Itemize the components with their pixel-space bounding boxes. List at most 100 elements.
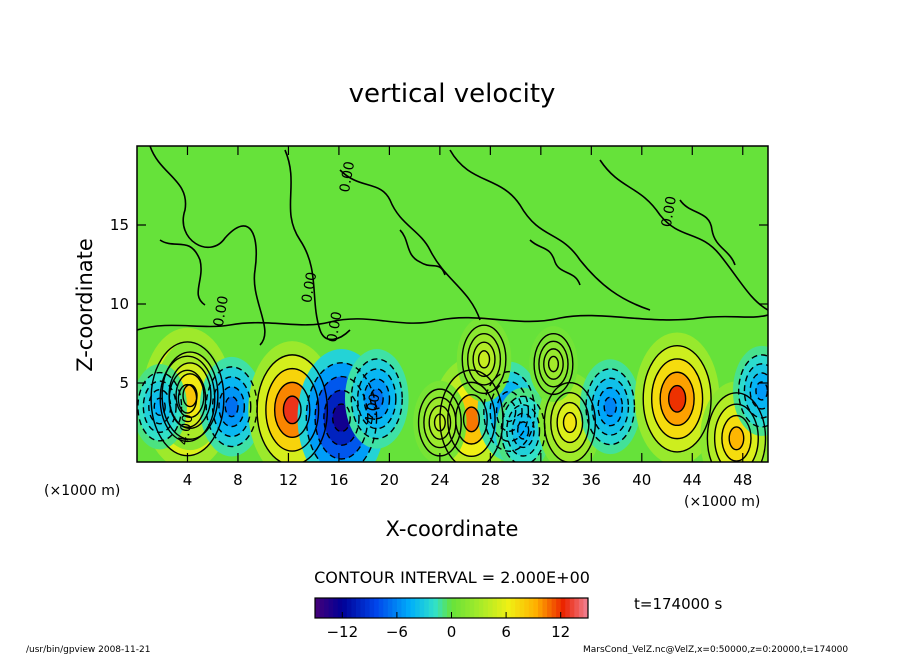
- cell-contour: [331, 403, 351, 433]
- cell-contour: [168, 362, 212, 430]
- colorbar-swatch: [360, 598, 366, 618]
- cell-contour: [218, 386, 246, 428]
- contour-label: 0.00: [659, 195, 680, 228]
- colorbar-swatch: [424, 598, 430, 618]
- colorbar-swatch: [560, 598, 566, 618]
- colorbar-swatch: [342, 598, 348, 618]
- x-axis-label: X-coordinate: [386, 517, 519, 541]
- cell-contour: [506, 404, 541, 457]
- cell-contour: [547, 355, 560, 373]
- colorbar-swatch: [446, 598, 452, 618]
- cell-contour: [728, 426, 745, 451]
- y-tick-label: 5: [119, 374, 129, 392]
- cell-contour: [556, 401, 584, 444]
- colorbar-swatch: [578, 598, 584, 618]
- cell-contour: [706, 392, 767, 462]
- colorbar-swatch: [392, 598, 398, 618]
- colorbar-swatch: [565, 598, 571, 618]
- contour-label: 4.00: [175, 413, 196, 446]
- colorbar-swatch: [437, 598, 443, 618]
- velocity-cell: [529, 326, 578, 402]
- colorbar-swatch: [351, 598, 357, 618]
- colorbar-swatch: [474, 598, 480, 618]
- velocity-cell: [199, 356, 264, 457]
- footer-right: MarsCond_VelZ.nc@VelZ,x=0:50000,z=0:2000…: [583, 645, 848, 654]
- contour-line: [149, 146, 266, 346]
- contour-line: [599, 159, 768, 311]
- cell-band: [225, 396, 239, 417]
- cell-contour: [182, 384, 198, 408]
- cell-band: [668, 385, 686, 413]
- cell-contour: [142, 380, 177, 433]
- cell-contour: [591, 377, 630, 436]
- cell-contour: [273, 381, 311, 439]
- colorbar-swatch: [519, 598, 525, 618]
- cell-contour: [603, 396, 618, 417]
- cell-contour: [585, 368, 636, 446]
- colorbar-swatch: [328, 598, 334, 618]
- colorbar-swatch: [478, 598, 484, 618]
- colorbar-swatch: [515, 598, 521, 618]
- cell-contour: [224, 396, 239, 418]
- colorbar-swatch: [415, 598, 421, 618]
- cell-contour: [433, 413, 446, 432]
- chart-title: vertical velocity: [349, 79, 556, 109]
- cell-contour: [650, 358, 704, 440]
- x-tick-label: 24: [430, 471, 449, 489]
- cell-contour: [749, 372, 768, 410]
- cell-contour: [461, 324, 507, 395]
- velocity-cell: [732, 345, 768, 436]
- x-tick-label: 4: [183, 471, 193, 489]
- colorbar-swatch: [410, 598, 416, 618]
- colorbar-swatch: [396, 598, 402, 618]
- contour-line: [159, 239, 206, 306]
- cell-contour: [543, 381, 597, 462]
- cell-contour: [737, 354, 768, 428]
- velocity-cell: [579, 359, 641, 455]
- cell-contour: [363, 378, 391, 420]
- y-axis-label: Z-coordinate: [73, 238, 97, 372]
- cell-band: [332, 404, 351, 432]
- contour-labels: 4.004.000.000.000.000.000.00: [175, 160, 680, 446]
- x-tick-label: 20: [380, 471, 399, 489]
- colorbar-swatch: [537, 598, 543, 618]
- colorbar-swatch: [469, 598, 475, 618]
- colorbar-swatch: [569, 598, 575, 618]
- x-tick-label: 28: [481, 471, 500, 489]
- contour-label: 0.00: [324, 310, 345, 343]
- cell-contour: [256, 354, 329, 462]
- y-axis: 5 10 15: [110, 216, 768, 392]
- cell-contour: [667, 384, 687, 413]
- colorbar-swatch: [374, 598, 380, 618]
- x-unit-left: (×1000 m): [44, 483, 120, 499]
- cell-contour: [477, 350, 491, 369]
- cell-band: [729, 426, 744, 450]
- colorbar-swatch: [574, 598, 580, 618]
- cell-contour: [314, 375, 369, 460]
- cell-contour: [447, 381, 496, 458]
- colorbar-tick-label: −12: [326, 623, 358, 641]
- x-tick-label: 40: [632, 471, 651, 489]
- cell-contour: [517, 421, 530, 440]
- colorbar-tick-label: 0: [447, 623, 457, 641]
- cell-contour: [472, 341, 496, 378]
- colorbar-swatch: [501, 598, 507, 618]
- colorbar-swatch: [465, 598, 471, 618]
- colorbar-swatch: [524, 598, 530, 618]
- colorbar-swatch: [387, 598, 393, 618]
- cell-contour: [148, 388, 172, 425]
- cell-contour: [495, 390, 523, 433]
- colorbar-swatch: [487, 598, 493, 618]
- y-tick-label: 15: [110, 216, 129, 234]
- cell-contour: [161, 351, 219, 440]
- cell-contour: [282, 395, 302, 425]
- cell-contour: [211, 376, 252, 438]
- cell-contour: [642, 345, 712, 453]
- cell-contour: [713, 403, 759, 462]
- cell-contour: [502, 400, 517, 423]
- colorbar: [314, 597, 589, 619]
- cell-band: [755, 381, 768, 400]
- cell-contour: [439, 369, 504, 462]
- x-unit-right: (×1000 m): [684, 494, 760, 510]
- cell-contour: [533, 333, 574, 396]
